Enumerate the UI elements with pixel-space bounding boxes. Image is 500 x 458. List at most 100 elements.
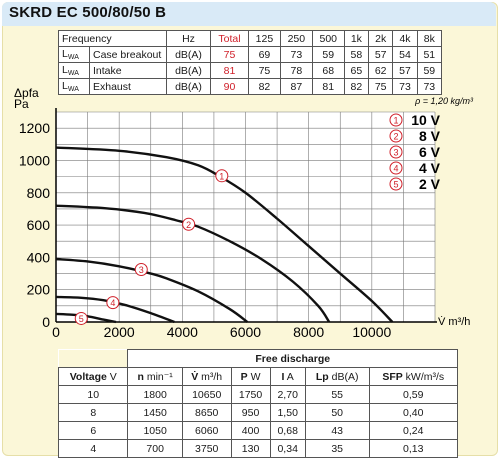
sound-row-case-breakout: LWA Case breakout dB(A) 75 69 73 59 58 5… — [58, 46, 443, 63]
y-axis-label: Δpfa — [14, 86, 39, 100]
product-title: SKRD EC 500/80/50 B — [9, 4, 167, 21]
cell-value: 73 — [416, 78, 443, 95]
table-cell: 0,34 — [269, 439, 306, 458]
table-cell: 2,70 — [269, 385, 306, 404]
table-cell: 0,59 — [368, 385, 459, 404]
row-unit: dB(A) — [165, 46, 212, 63]
empty-corner — [58, 349, 129, 368]
table-cell: 50 — [304, 403, 370, 422]
cell-value: 73 — [392, 78, 418, 95]
discharge-row-4v: 4 700 3750 130 0,34 35 0,13 — [57, 439, 459, 458]
table-cell: 950 — [230, 403, 271, 422]
table-cell: 10650 — [181, 385, 232, 404]
curve-marker-circle — [74, 311, 88, 325]
cell-value: 82 — [343, 78, 370, 95]
col-current: I A — [269, 367, 306, 386]
row-total: 90 — [210, 78, 249, 95]
y-tick-label: 400 — [27, 249, 51, 265]
curve-marker-number: 4 — [110, 298, 115, 308]
sound-row-exhaust: LWA Exhaust dB(A) 90 82 87 81 82 75 73 7… — [58, 78, 443, 95]
row-description: Exhaust — [89, 78, 167, 95]
legend-number: 4 — [393, 164, 398, 174]
table-cell: 0,24 — [368, 421, 459, 440]
table-cell: 1750 — [230, 385, 271, 404]
discharge-row-8v: 8 1450 8650 950 1,50 50 0,40 — [57, 403, 459, 422]
axes: 0 2000 4000 6000 8000 10000 0 200 400 600 800 1000 1… — [19, 108, 437, 340]
table-cell: 1450 — [127, 403, 183, 422]
x-tick-label: 6000 — [230, 324, 261, 340]
legend-label: 8 V — [419, 128, 441, 144]
legend-label: 4 V — [419, 160, 441, 176]
x-tick-label: 0 — [52, 324, 60, 340]
sound-power-table: Frequency Hz Total 125 250 500 1k 2k 4k … — [58, 30, 443, 95]
x-tick-label: 8000 — [293, 324, 324, 340]
cell-value: 59 — [416, 62, 443, 79]
table-cell: 4 — [57, 439, 129, 458]
table-cell: 1050 — [127, 421, 183, 440]
table-cell: 0,40 — [368, 403, 459, 422]
curve-markers: 1 2 3 4 5 — [74, 169, 229, 325]
y-tick-label: 1000 — [19, 152, 50, 168]
x-axis-label: V̇ m³/h — [438, 315, 470, 328]
legend-number: 1 — [393, 116, 398, 126]
legend-number: 3 — [393, 148, 398, 158]
col-voltage: Voltage V — [57, 367, 129, 386]
curve-marker-circle — [182, 217, 196, 231]
series-curve-3 — [55, 257, 249, 323]
sound-header-row: Frequency Hz Total 125 250 500 1k 2k 4k … — [58, 30, 443, 47]
x-tick-label: 2000 — [104, 324, 135, 340]
curve-marker-number: 3 — [139, 265, 144, 275]
series-curve-5 — [55, 312, 117, 324]
curve-marker-number: 5 — [79, 314, 84, 324]
table-cell: 3750 — [181, 439, 232, 458]
table-cell: 1,50 — [269, 403, 306, 422]
y-tick-label: 800 — [27, 185, 51, 201]
y-tick-label: 600 — [27, 217, 51, 233]
total-label: Total — [210, 30, 249, 47]
table-cell: 10 — [57, 385, 129, 404]
curve-marker-circle — [215, 169, 229, 183]
col-power: P W — [230, 367, 271, 386]
sound-row-intake: LWA Intake dB(A) 81 75 78 68 65 62 57 59 — [58, 62, 443, 79]
table-cell: 8650 — [181, 403, 232, 422]
title-bar — [2, 2, 496, 26]
series-curve-2 — [55, 204, 331, 323]
table-cell: 130 — [230, 439, 271, 458]
table-cell: 55 — [304, 385, 370, 404]
curve-marker-circle — [134, 263, 148, 276]
legend-label: 6 V — [419, 144, 441, 160]
legend-circle — [389, 177, 403, 191]
col-sound-pressure: Lp dB(A) — [304, 367, 370, 386]
y-axis-unit: Pa — [14, 97, 29, 111]
curve-marker-number: 1 — [219, 171, 224, 181]
col-sfp: SFP kW/m³/s — [368, 367, 459, 386]
table-cell: 8 — [57, 403, 129, 422]
legend: 1 10 V 2 8 V 3 6 V 4 4 V 5 2 V — [389, 112, 441, 192]
curve-marker-circle — [106, 296, 120, 310]
curves — [55, 146, 394, 324]
legend-circle — [389, 161, 403, 175]
table-cell: 0,68 — [269, 421, 306, 440]
col-speed: n min⁻¹ — [127, 367, 183, 386]
legend-number: 2 — [393, 132, 398, 142]
series-curve-1 — [55, 146, 394, 323]
band-500: 500 — [311, 30, 345, 47]
table-cell: 43 — [304, 421, 370, 440]
discharge-header-row: Free discharge — [58, 349, 458, 368]
y-tick-label: 0 — [42, 314, 50, 330]
free-discharge-table: Free discharge Voltage V n min⁻¹ V̇ m³/h… — [57, 349, 459, 458]
col-airflow: V̇ m³/h — [181, 367, 232, 386]
table-cell: 400 — [230, 421, 271, 440]
legend-circle — [389, 129, 403, 143]
density-note: ρ = 1,20 kg/m³ — [414, 96, 474, 106]
discharge-column-row: Voltage V n min⁻¹ V̇ m³/h P W I A Lp dB(… — [57, 367, 459, 386]
table-cell: 6 — [57, 421, 129, 440]
table-cell: 1800 — [127, 385, 183, 404]
legend-label: 10 V — [411, 112, 440, 128]
curve-marker-number: 2 — [186, 220, 191, 230]
band-250: 250 — [279, 30, 313, 47]
x-tick-label: 10000 — [352, 324, 391, 340]
row-description: Case breakout — [89, 46, 167, 63]
x-tick-label: 4000 — [167, 324, 198, 340]
